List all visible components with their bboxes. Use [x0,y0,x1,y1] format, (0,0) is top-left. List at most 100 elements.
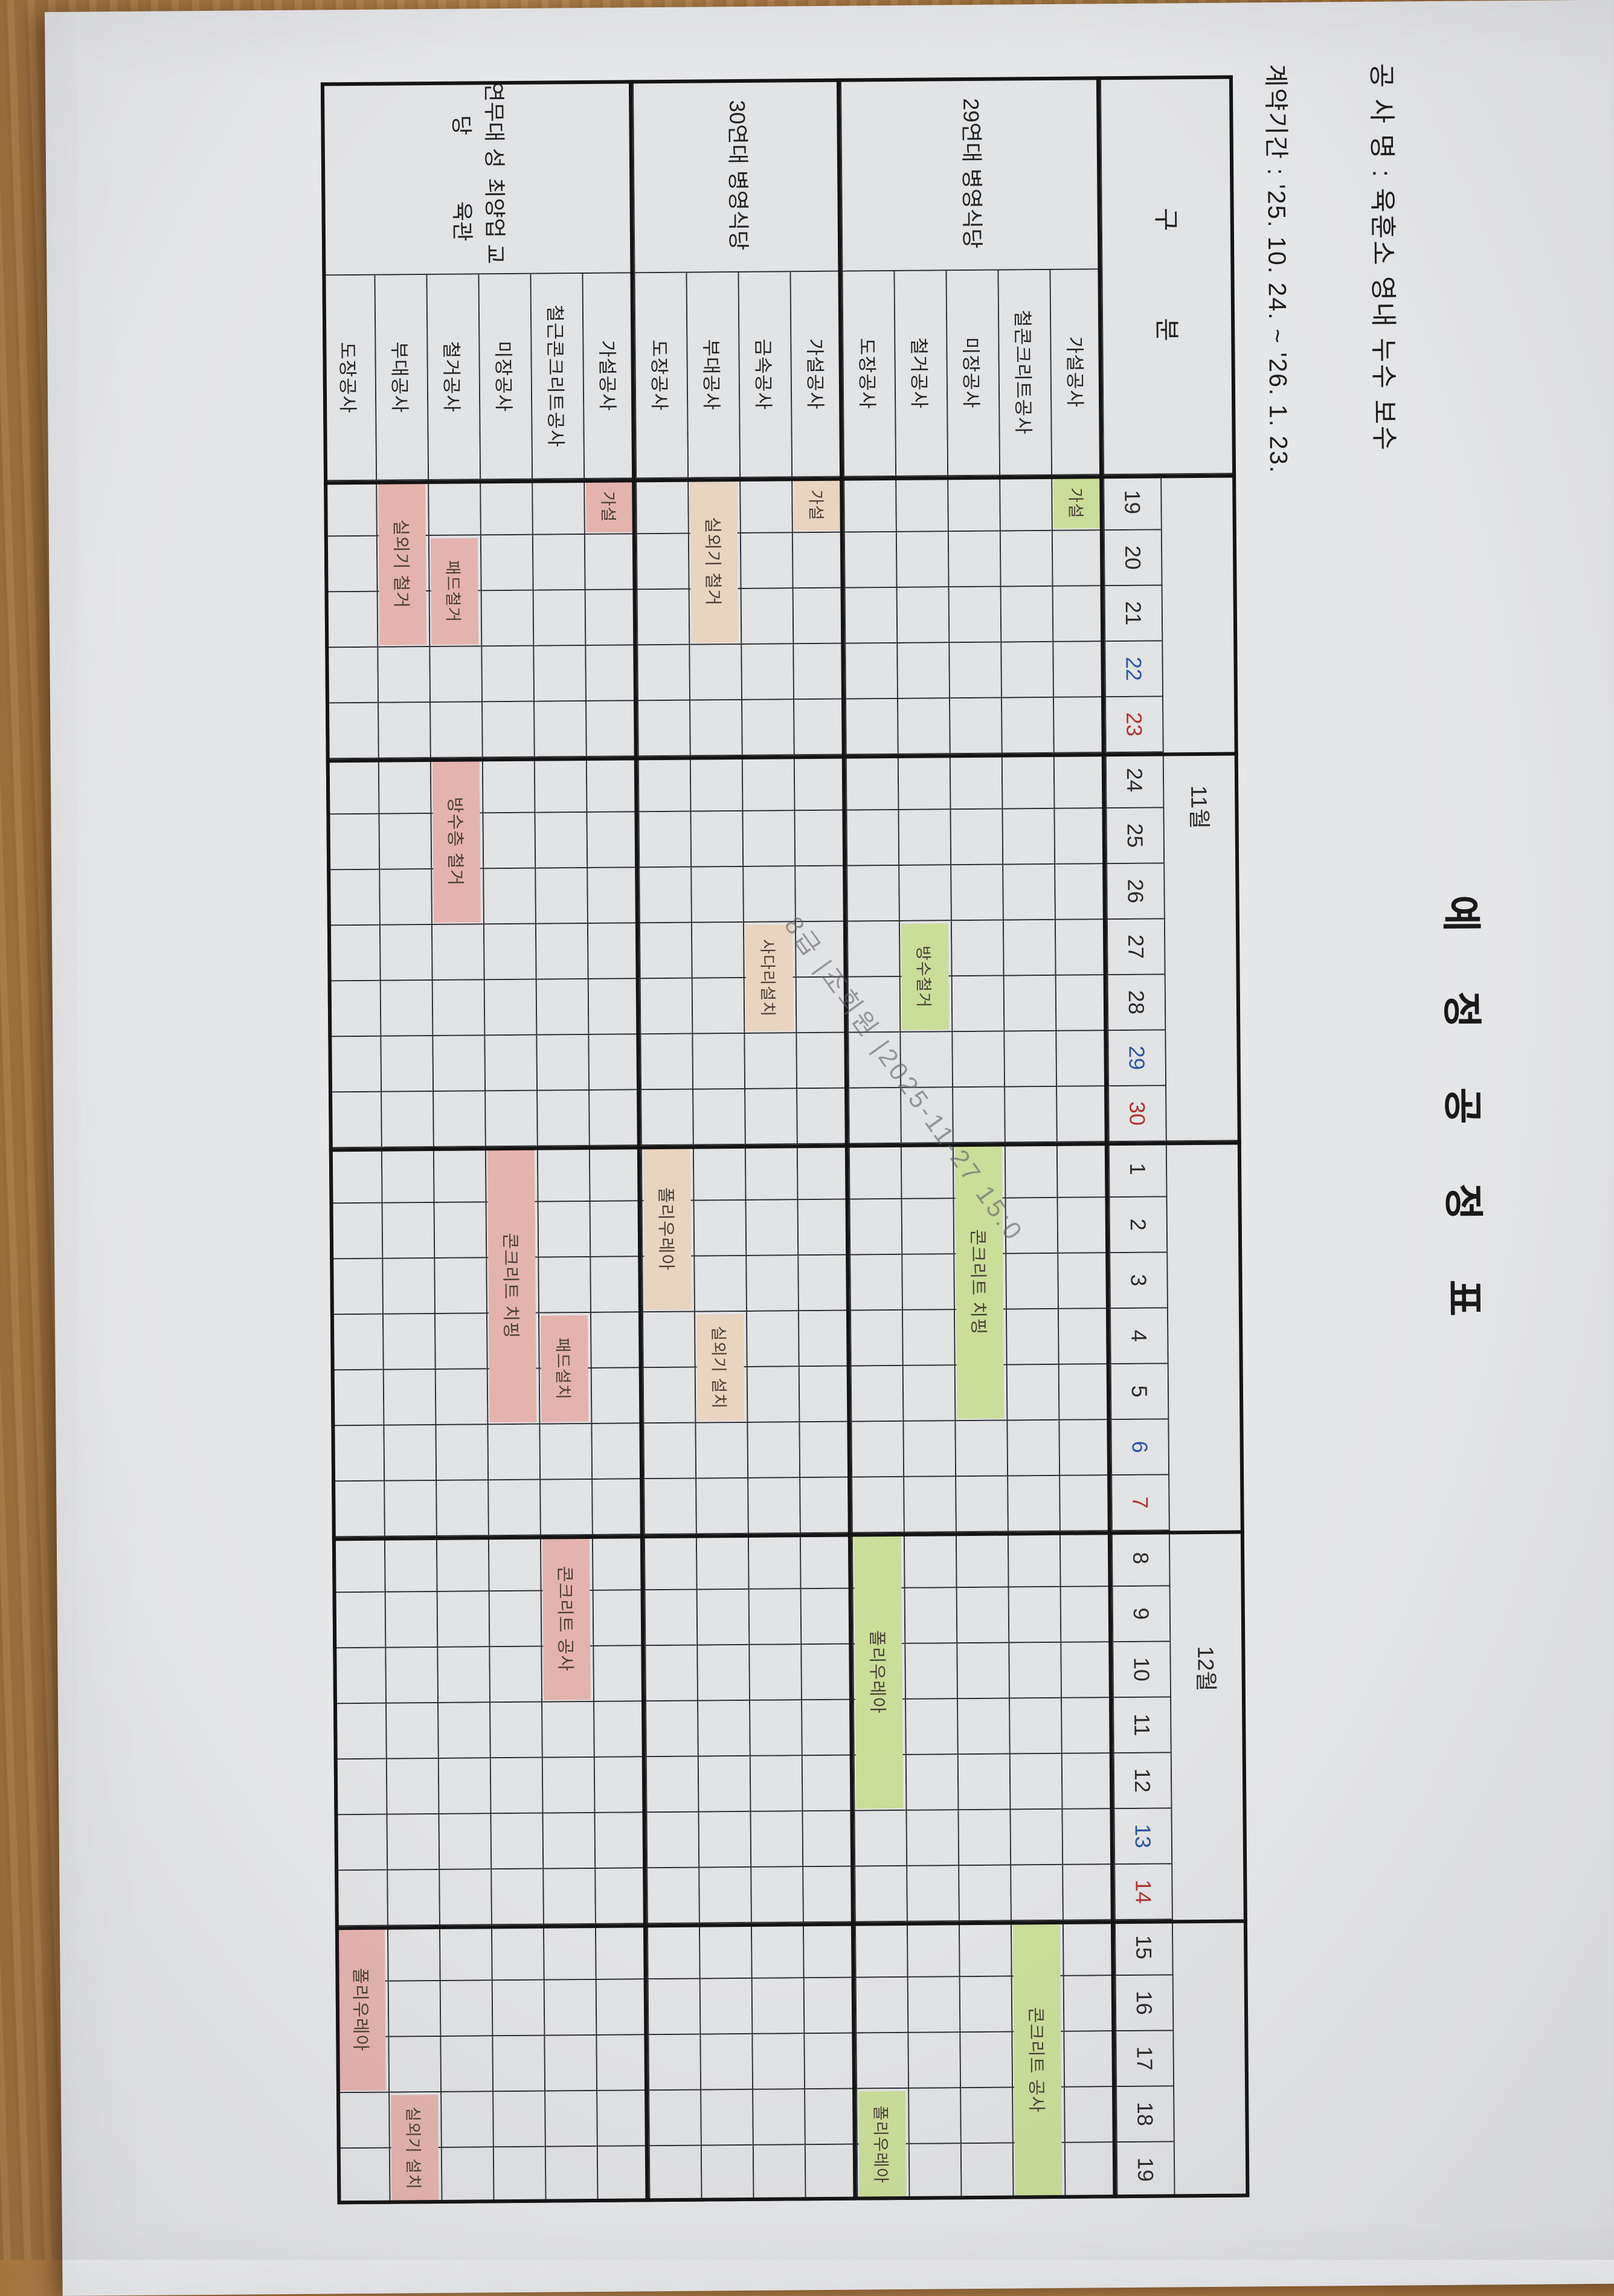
day-cell [382,1259,434,1315]
day-cell [951,1031,1005,1088]
day-cell [793,699,846,756]
day-cell [596,2035,649,2091]
day-cell [1053,753,1106,809]
day-cell [1056,1198,1110,1254]
day-cell [483,979,536,1036]
day-cell [541,1701,594,1758]
day-cell [336,2092,389,2149]
day-cell [739,533,793,589]
day-cell [904,1699,957,1755]
day-cell [802,1922,855,1979]
day-cell [434,1369,487,1425]
day-cell [948,642,1001,699]
gantt-bar: 폴리우레아 [337,1928,387,2091]
day-cell [638,923,692,979]
document-title: 예 정 공 정 표 [1438,895,1487,1341]
day-cell [1054,864,1107,920]
day-cell [488,1591,541,1648]
day-cell [843,476,896,533]
day-cell [435,1425,488,1481]
day-cell [749,1756,802,1812]
day-cell [690,922,744,979]
day-cell [544,2035,597,2092]
day-cell [489,1702,542,1759]
day-cell [377,647,429,703]
day-cell [490,1813,543,1870]
day-cell [692,1033,745,1090]
day-cell [433,1202,486,1259]
day-header: 3 [1109,1253,1167,1309]
day-cell [591,1535,645,1591]
day-cell [802,1811,855,1868]
day-cell [593,1701,646,1758]
day-cell [584,534,637,591]
day-cell [595,1979,648,2036]
day-cell [1063,2031,1116,2088]
day-cell [332,1481,384,1538]
day-cell [643,1479,696,1535]
day-cell [692,1089,745,1146]
day-cell [587,868,639,924]
day-cell [329,1147,382,1204]
day-cell [850,1421,904,1478]
day-cell [387,1925,440,1982]
day-cell [1001,753,1054,810]
day-cell [751,2034,805,2090]
day-cell [431,980,484,1037]
day-header: 7 [1111,1475,1169,1532]
day-cell [1060,1698,1113,1754]
day-header: 16 [1114,1975,1173,2032]
day-cell [333,1759,387,1816]
day-cell [591,1424,644,1480]
day-cell [741,644,793,700]
day-cell [954,1420,1008,1477]
day-cell [905,1810,959,1866]
work-type-label: 도장공사 [322,275,376,482]
work-type-label: 가설공사 [789,271,844,478]
day-cell [487,1480,540,1537]
day-cell [895,476,948,532]
day-cell [592,1590,645,1646]
day-header: 24 [1105,752,1163,809]
day-cell [436,1536,489,1592]
day-cell [333,1703,386,1760]
day-header: 10 [1112,1642,1170,1698]
day-cell [1056,1086,1108,1143]
day-header: 2 [1108,1197,1167,1254]
day-cell [1002,864,1055,921]
day-cell [1009,1809,1063,1866]
day-cell [384,1536,437,1593]
day-cell [797,1199,850,1256]
day-cell [848,1143,901,1200]
day-cell [696,1589,749,1646]
day-cell [745,1311,799,1367]
day-cell [536,1034,589,1091]
day-cell [1002,808,1055,865]
day-cell [635,478,688,535]
day-cell [907,2033,960,2089]
day-cell [439,1925,492,1981]
day-cell [379,981,432,1037]
day-cell [1007,1475,1059,1532]
day-cell [690,811,743,868]
day-cell [333,1648,386,1704]
day-cell [689,700,742,756]
day-cell [489,1758,542,1814]
group-name-cell: 30연대 병영식당 [632,78,842,274]
day-cell [796,1033,849,1089]
day-cell [740,589,793,645]
day-cell [1006,1364,1059,1421]
corner-cell-gubun: 구 분 [1099,75,1236,476]
day-cell [751,1978,804,2034]
day-cell [956,1698,1009,1755]
day-cell [384,1480,436,1537]
day-header: 18 [1116,2086,1174,2143]
day-cell [958,1921,1011,1978]
day-cell [637,700,690,757]
day-cell [330,1259,382,1315]
day-header: 11 [1112,1697,1171,1754]
day-cell [750,1923,803,1979]
day-cell [1000,642,1053,698]
day-cell [956,1643,1009,1700]
gantt-bar: 폴리우레아 [858,2091,907,2198]
